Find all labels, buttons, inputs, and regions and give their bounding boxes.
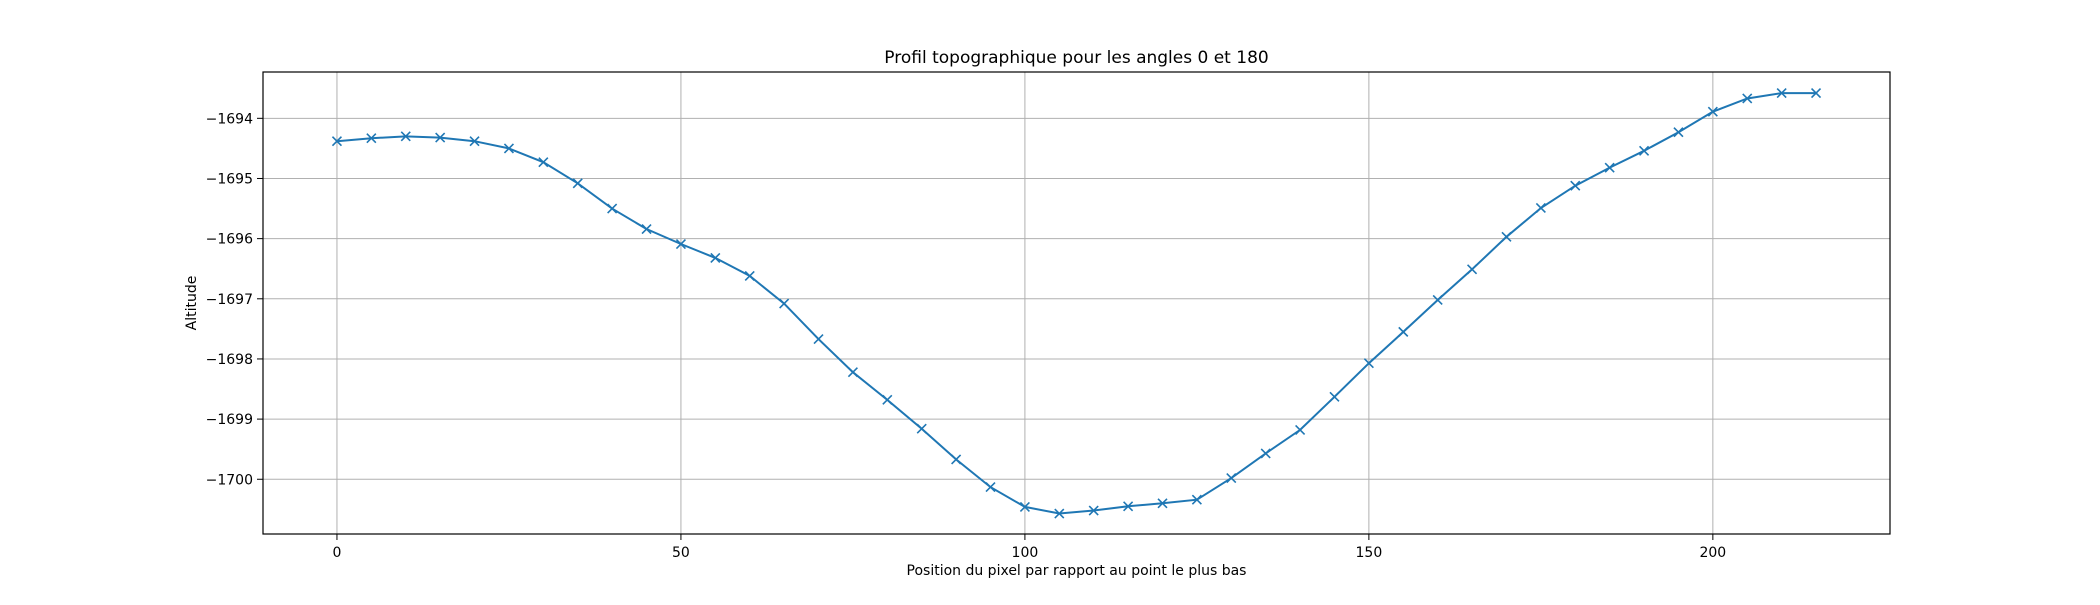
data-point-marker	[400, 131, 411, 142]
data-point-marker	[710, 252, 721, 263]
data-point-marker	[1638, 145, 1650, 156]
data-point-marker	[607, 203, 618, 214]
x-tick-label: 0	[332, 545, 341, 561]
y-tick-label: −1694	[206, 111, 253, 127]
y-tick-label: −1695	[206, 171, 253, 187]
data-point-marker	[779, 298, 790, 309]
data-point-marker	[1329, 391, 1340, 402]
y-axis-label: Altitude	[184, 276, 200, 331]
chart-title: Profil topographique pour les angles 0 e…	[884, 48, 1268, 68]
data-point-marker	[1398, 326, 1409, 337]
data-point-marker	[847, 367, 858, 378]
x-tick-label: 100	[1012, 545, 1039, 561]
series-layer	[331, 87, 1822, 519]
x-tick-label: 50	[672, 545, 690, 561]
y-tick-label: −1697	[206, 292, 253, 308]
data-point-marker	[1570, 180, 1581, 191]
data-point-marker	[1707, 106, 1718, 117]
data-point-marker	[1467, 264, 1478, 275]
data-point-marker	[331, 136, 343, 147]
data-point-marker	[1776, 87, 1787, 99]
data-point-marker	[951, 454, 962, 465]
data-point-marker	[675, 238, 686, 250]
x-tick-label: 150	[1356, 545, 1383, 561]
axis-ticks: 0 50 100 150 200 −1700 −1699 −1698 −1697 −1696 −16…	[206, 111, 1727, 561]
data-point-marker	[1260, 448, 1271, 459]
data-point-marker	[1604, 162, 1615, 173]
data-point-marker	[1157, 498, 1168, 509]
y-tick-label: −1696	[206, 232, 253, 248]
data-point-marker	[366, 133, 377, 144]
data-point-marker	[1535, 202, 1546, 214]
data-point-marker	[1363, 358, 1374, 369]
data-point-marker	[572, 178, 583, 189]
data-point-marker	[813, 334, 824, 345]
y-tick-label: −1699	[206, 412, 253, 428]
series-line	[336, 92, 1816, 515]
data-point-marker	[641, 223, 652, 235]
data-point-marker	[435, 132, 446, 143]
data-point-marker	[469, 136, 480, 147]
data-point-marker	[882, 394, 893, 405]
data-point-marker	[503, 143, 515, 154]
y-tick-label: −1700	[206, 472, 253, 488]
data-point-marker	[1054, 508, 1065, 519]
data-point-marker	[1226, 472, 1237, 484]
y-tick-label: −1698	[206, 352, 253, 368]
data-point-marker	[916, 423, 927, 434]
data-point-marker	[1088, 505, 1099, 516]
data-point-marker	[985, 482, 996, 493]
data-point-marker	[1123, 501, 1134, 512]
data-point-marker	[538, 157, 549, 168]
data-point-marker	[1295, 424, 1306, 435]
data-point-marker	[1432, 294, 1443, 306]
x-axis-label: Position du pixel par rapport au point l…	[907, 563, 1247, 579]
data-point-marker	[744, 270, 755, 281]
data-point-marker	[1810, 87, 1822, 99]
data-point-marker	[1019, 501, 1030, 512]
plot-frame	[262, 71, 1891, 535]
x-tick-label: 200	[1699, 545, 1726, 561]
data-point-marker	[1673, 127, 1684, 138]
data-point-marker	[1191, 494, 1202, 505]
grid	[263, 72, 1890, 534]
data-point-marker	[1742, 93, 1753, 104]
data-point-marker	[1501, 231, 1512, 242]
